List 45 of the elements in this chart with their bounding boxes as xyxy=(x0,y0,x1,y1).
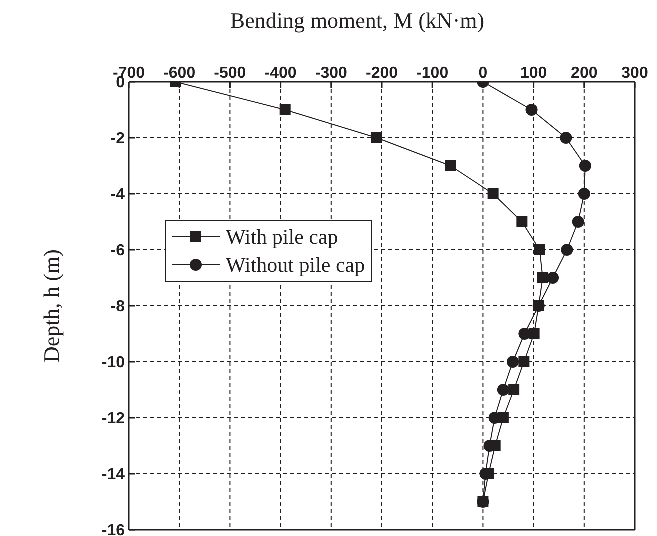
y-tick-label: -8 xyxy=(110,298,126,316)
x-tick-label: -300 xyxy=(315,65,348,82)
x-tick-label: -200 xyxy=(366,65,398,82)
point xyxy=(508,384,520,396)
x-tick-label: 200 xyxy=(571,65,598,82)
x-tick-label: -100 xyxy=(416,65,449,82)
point xyxy=(518,356,530,368)
y-tick-label: -6 xyxy=(110,242,126,260)
y-tick-label: -16 xyxy=(102,522,126,536)
point xyxy=(280,104,291,116)
point xyxy=(445,160,456,172)
y-tick-label: -4 xyxy=(110,186,126,204)
point xyxy=(561,244,574,256)
point xyxy=(483,468,494,480)
point xyxy=(579,160,592,172)
point xyxy=(560,132,572,144)
point xyxy=(488,188,499,200)
point xyxy=(497,384,510,396)
point xyxy=(526,104,538,116)
y-tick-label: -10 xyxy=(102,354,126,372)
point xyxy=(516,216,528,228)
point xyxy=(478,496,489,508)
x-tick-label: -400 xyxy=(264,65,297,82)
y-tick-label: -12 xyxy=(102,410,126,428)
point xyxy=(578,188,590,200)
point xyxy=(572,216,584,228)
x-axis-title: Bending moment, M (kN·m) xyxy=(229,8,486,34)
point xyxy=(528,328,540,340)
x-tick-label: 0 xyxy=(478,65,488,82)
point xyxy=(498,412,509,424)
point xyxy=(371,132,382,144)
point xyxy=(537,272,548,284)
point xyxy=(547,272,560,284)
y-tick-label: -14 xyxy=(102,466,126,484)
x-tick-label: -600 xyxy=(164,65,196,82)
x-tick-label: -500 xyxy=(214,65,246,82)
point xyxy=(534,244,546,256)
x-tick-label: 300 xyxy=(622,65,648,82)
legend-label: With pile cap xyxy=(226,224,338,250)
y-tick-label: -2 xyxy=(110,130,126,148)
legend-label: Without pile cap xyxy=(226,252,366,278)
x-tick-label: 100 xyxy=(520,65,548,82)
y-axis-title: Depth, h (m) xyxy=(38,249,64,363)
point xyxy=(507,356,520,368)
point xyxy=(533,300,544,312)
